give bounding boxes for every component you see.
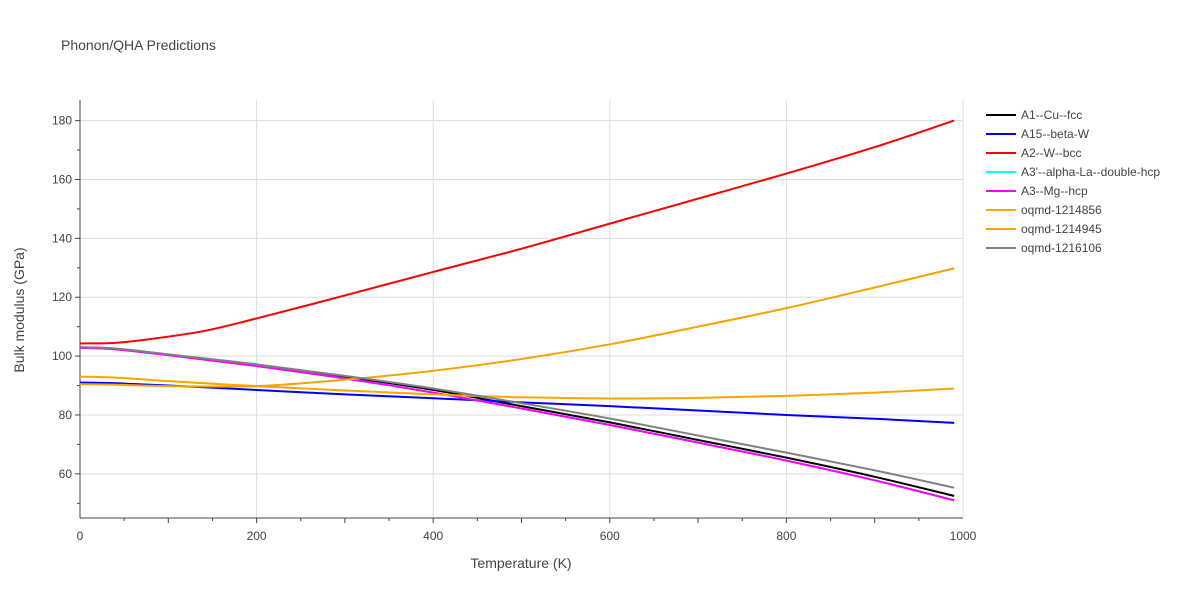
y-axis-label: Bulk modulus (GPa) [11,247,27,372]
legend[interactable]: A1--Cu--fcc A15--beta-W A2--W--bcc A3'--alp… [986,108,1160,255]
series-line-4[interactable] [79,346,955,502]
series-line-5[interactable] [79,375,955,400]
legend-item[interactable]: A2--W--bcc [986,146,1081,160]
y-tick-label: 80 [59,408,73,422]
legend-item[interactable]: A15--beta-W [986,127,1090,141]
legend-label: A3'--alpha-La--double-hcp [1021,165,1160,179]
legend-label: oqmd-1216106 [1021,241,1102,255]
legend-label: oqmd-1214856 [1021,203,1102,217]
legend-label: A15--beta-W [1021,127,1090,141]
grid [80,100,964,518]
y-tick-label: 60 [59,467,73,481]
axes: 0 200 400 600 800 1000 60 80 100 120 140 160 180 [52,100,977,543]
legend-label: A2--W--bcc [1021,146,1081,160]
x-tick-label: 800 [776,529,796,543]
y-tick-label: 140 [52,231,72,245]
y-tick-label: 160 [52,172,72,186]
legend-label: A1--Cu--fcc [1021,108,1082,122]
series-line-2[interactable] [79,119,955,345]
legend-label: oqmd-1214945 [1021,222,1102,236]
x-axis-label: Temperature (K) [470,555,571,571]
x-tick-label: 400 [423,529,443,543]
legend-item[interactable]: A3'--alpha-La--double-hcp [986,165,1160,179]
x-tick-label: 200 [247,529,267,543]
legend-item[interactable]: oqmd-1216106 [986,241,1102,255]
chart-title: Phonon/QHA Predictions [61,37,216,53]
series-line-6[interactable] [79,267,955,388]
y-tick-label: 120 [52,290,72,304]
y-tick-label: 100 [52,349,72,363]
legend-item[interactable]: oqmd-1214856 [986,203,1102,217]
x-tick-label: 0 [77,529,84,543]
y-tick-label: 180 [52,114,72,128]
legend-label: A3--Mg--hcp [1021,184,1088,198]
series-line-7[interactable] [79,346,955,489]
legend-item[interactable]: A3--Mg--hcp [986,184,1088,198]
x-tick-label: 1000 [950,529,977,543]
series-lines [79,119,955,502]
legend-item[interactable]: oqmd-1214945 [986,222,1102,236]
x-tick-label: 600 [600,529,620,543]
legend-item[interactable]: A1--Cu--fcc [986,108,1082,122]
series-line-3[interactable] [79,346,955,502]
